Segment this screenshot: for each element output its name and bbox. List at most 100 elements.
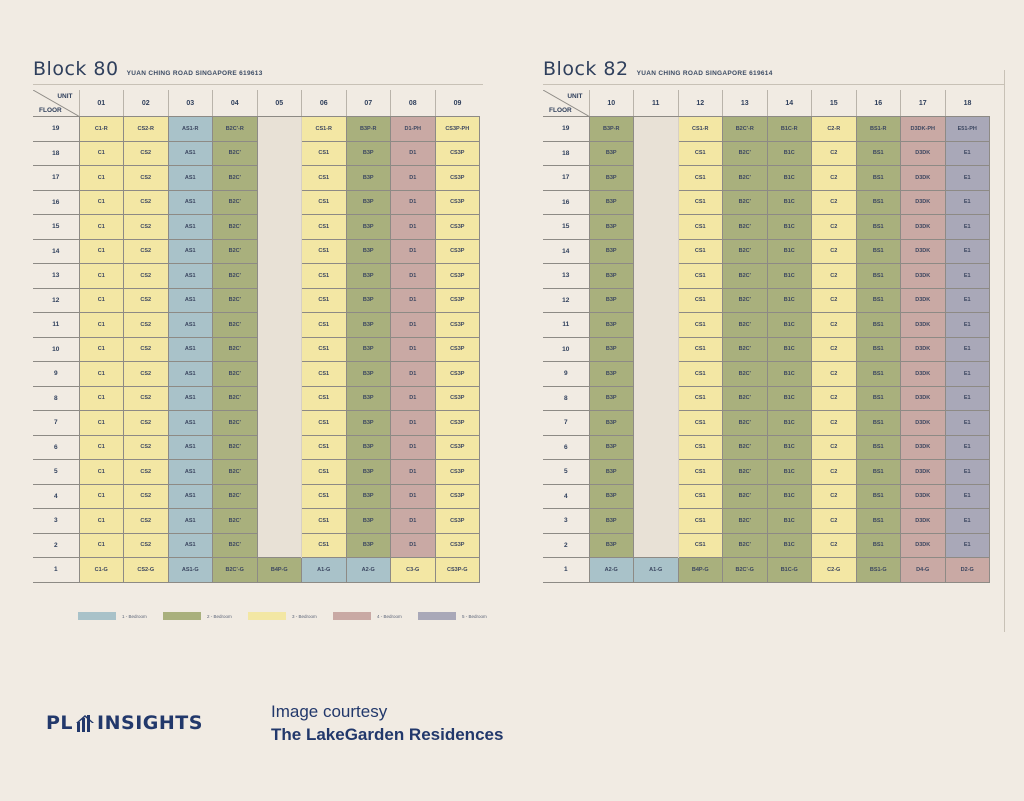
unit-type-cell: B2C' (722, 532, 768, 558)
void-cell (256, 410, 302, 435)
unit-type-cell: B3P (588, 508, 634, 534)
unit-type-cell: C1 (78, 189, 124, 215)
unit-type-cell: D1 (390, 483, 436, 509)
unit-type-cell: C2 (811, 385, 857, 411)
unit-type-cell: B2C'-G (722, 557, 768, 583)
unit-type-cell: CS1 (301, 361, 347, 387)
block-80-header: Block 80 YUAN CHING ROAD SINGAPORE 61961… (33, 58, 480, 90)
unit-type-cell: C1 (78, 336, 124, 362)
unit-type-cell: C1 (78, 532, 124, 558)
unit-type-cell: B3P-R (345, 116, 391, 142)
floor-row-7: 7 C1 CS2 AS1 B2C' CS1 B3P D1 CS3P (33, 410, 480, 436)
unit-type-cell: B2C' (722, 140, 768, 166)
unit-type-cell: D1-PH (390, 116, 436, 142)
unit-type-cell: C2 (811, 238, 857, 264)
unit-type-cell: AS1 (167, 189, 213, 215)
brand-right: INSIGHTS (97, 712, 203, 734)
unit-type-cell: E1 (944, 434, 990, 460)
floor-number: 4 (33, 484, 79, 509)
unit-type-cell: B2C' (722, 287, 768, 313)
unit-type-cell: CS3P (434, 532, 480, 558)
floor-row-9: 9 C1 CS2 AS1 B2C' CS1 B3P D1 CS3P (33, 361, 480, 387)
unit-type-cell: B2C' (212, 385, 258, 411)
image-courtesy: Image courtesy The LakeGarden Residences (271, 702, 503, 745)
unit-type-cell: B3P (588, 361, 634, 387)
floor-number: 10 (33, 337, 79, 362)
floor-number: 8 (543, 386, 589, 411)
void-cell (256, 141, 302, 166)
unit-type-cell: D1 (390, 263, 436, 289)
unit-type-cell: B3P (345, 189, 391, 215)
unit-type-cell: CS3P (434, 410, 480, 436)
unit-type-cell: B2C' (722, 361, 768, 387)
unit-type-cell: B1C (766, 385, 812, 411)
unit-header-18: 18 (944, 90, 990, 117)
unit-type-cell: CS2 (123, 434, 169, 460)
unit-type-cell: D2-G (944, 557, 990, 583)
unit-type-cell: CS1 (677, 312, 723, 338)
unit-type-cell: AS1 (167, 238, 213, 264)
unit-type-cell: CS3P (434, 238, 480, 264)
unit-type-cell: C1 (78, 361, 124, 387)
legend-item: 3 - Bedroom (248, 612, 333, 620)
unit-type-cell: D1 (390, 140, 436, 166)
unit-type-cell: D4-G (900, 557, 946, 583)
unit-type-cell: D1 (390, 361, 436, 387)
unit-type-cell: B2C' (212, 532, 258, 558)
floor-number: 7 (543, 410, 589, 436)
unit-header-11: 11 (633, 90, 678, 117)
floor-number: 11 (33, 312, 79, 338)
unit-type-cell: C1 (78, 140, 124, 166)
floor-number: 16 (33, 190, 79, 215)
unit-type-cell: E1 (944, 165, 990, 191)
unit-header-10: 10 (588, 90, 634, 117)
floor-row-15: 15 C1 CS2 AS1 B2C' CS1 B3P D1 CS3P (33, 214, 480, 240)
unit-type-cell: CS2-G (123, 557, 169, 583)
block-82-header: Block 82 YUAN CHING ROAD SINGAPORE 61961… (543, 58, 990, 90)
unit-type-cell: D1 (390, 532, 436, 558)
unit-type-cell: CS2 (123, 263, 169, 289)
unit-type-cell: B3P (345, 336, 391, 362)
unit-type-cell: B2C' (722, 165, 768, 191)
pl-insights-logo: PL INSIGHTS (46, 712, 203, 734)
unit-type-cell: BS1-G (855, 557, 901, 583)
legend-label: 5 - Bedroom (462, 613, 487, 619)
unit-type-cell: E1 (944, 336, 990, 362)
legend-item: 4 - Bedroom (333, 612, 418, 620)
unit-type-cell: CS3P (434, 287, 480, 313)
legend-item: 1 - Bedroom (78, 612, 163, 620)
unit-type-cell: CS2 (123, 459, 169, 485)
unit-type-cell: D1 (390, 189, 436, 215)
unit-type-cell: D1 (390, 508, 436, 534)
floor-row-16: 16 C1 CS2 AS1 B2C' CS1 B3P D1 CS3P (33, 189, 480, 215)
block-80-stack: Block 80 YUAN CHING ROAD SINGAPORE 61961… (33, 58, 480, 583)
legend-swatch (418, 612, 456, 620)
floor-label: FLOOR (39, 107, 62, 114)
unit-type-cell: CS3P (434, 508, 480, 534)
unit-type-cell: B3P (345, 434, 391, 460)
unit-type-cell: D1 (390, 312, 436, 338)
unit-type-cell: E1 (944, 189, 990, 215)
unit-type-cell: D1 (390, 336, 436, 362)
unit-type-cell: CS1-R (677, 116, 723, 142)
void-cell (633, 312, 679, 337)
floor-row-10: 10 C1 CS2 AS1 B2C' CS1 B3P D1 CS3P (33, 336, 480, 362)
unit-header-12: 12 (677, 90, 723, 117)
unit-type-cell: CS2 (123, 483, 169, 509)
unit-type-cell: BS1 (855, 165, 901, 191)
floor-row-16: 16 B3P CS1 B2C' B1C C2 BS1 D3DK E1 (543, 189, 990, 215)
unit-type-cell: C2 (811, 165, 857, 191)
unit-type-cell: B3P (345, 238, 391, 264)
floor-label: FLOOR (549, 107, 572, 114)
unit-header-09: 09 (434, 90, 480, 117)
unit-type-cell: C2 (811, 312, 857, 338)
legend-label: 3 - Bedroom (292, 613, 317, 619)
unit-type-cell: AS1 (167, 165, 213, 191)
void-cell (256, 484, 302, 509)
unit-type-cell: B1C-R (766, 116, 812, 142)
void-cell (256, 337, 302, 362)
unit-type-cell: C2 (811, 361, 857, 387)
unit-type-cell: B3P (345, 410, 391, 436)
unit-type-cell: CS2 (123, 410, 169, 436)
floor-number: 13 (543, 263, 589, 289)
